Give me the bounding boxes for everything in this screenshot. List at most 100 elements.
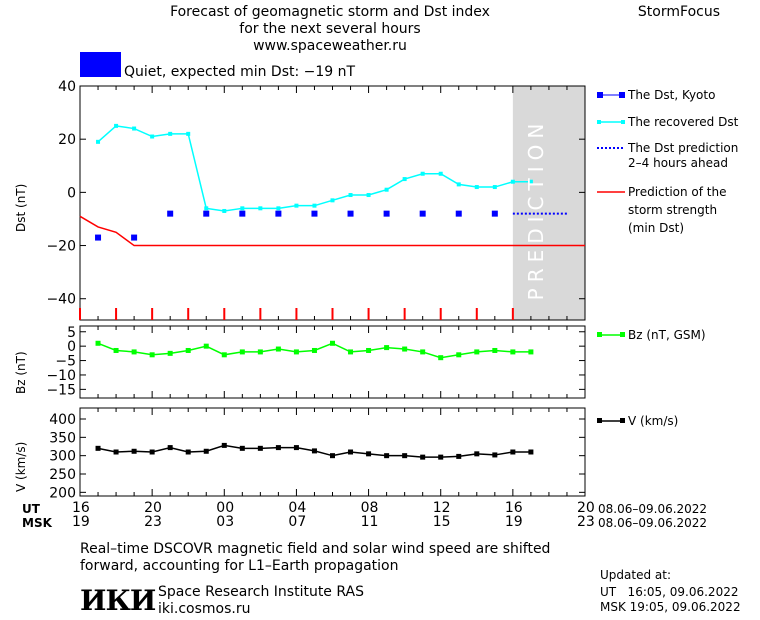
legend-kyoto-mark-b xyxy=(619,92,625,98)
y-tick-label-2-4: 400 xyxy=(49,412,76,428)
institute-site[interactable]: iki.cosmos.ru xyxy=(158,601,251,617)
recovered-dst-point xyxy=(276,206,281,211)
kyoto-dst-point xyxy=(203,210,210,217)
recovered-dst-point xyxy=(438,171,443,176)
legend-dst-kyoto: The Dst, Kyoto xyxy=(628,88,716,102)
v-point xyxy=(492,452,498,458)
prediction-zone-group xyxy=(512,86,585,320)
updated-msk: MSK 19:05, 09.06.2022 xyxy=(600,600,741,614)
ut-tick-label: 20 xyxy=(144,500,162,516)
recovered-dst-point xyxy=(402,177,407,182)
v-point xyxy=(330,453,335,459)
v-point xyxy=(528,449,534,455)
v-point xyxy=(113,449,119,455)
institute-name: Space Research Institute RAS xyxy=(158,584,364,600)
recovered-dst-point xyxy=(132,126,137,131)
legend-dst-prediction-1: The Dst prediction xyxy=(628,141,739,155)
ut-tick-label: 04 xyxy=(288,500,307,516)
status-swatch xyxy=(80,52,121,77)
v-point xyxy=(167,445,173,451)
legend-bz: Bz (nT, GSM) xyxy=(628,328,706,342)
bz-point xyxy=(492,347,498,353)
recovered-dst-point xyxy=(204,206,209,211)
y-tick-label-1-4: 5 xyxy=(67,325,76,341)
v-point xyxy=(221,442,227,448)
kyoto-dst-point xyxy=(95,234,102,241)
v-point xyxy=(348,449,354,455)
bz-point xyxy=(384,345,390,351)
legend-storm-2: storm strength xyxy=(628,203,718,217)
recovered-dst-point xyxy=(150,134,155,139)
v-point xyxy=(384,453,390,459)
msk-tick-label: 23 xyxy=(577,514,595,530)
msk-tick-label: 19 xyxy=(72,514,90,530)
kyoto-dst-point xyxy=(131,234,138,241)
panel-frame-1 xyxy=(79,325,586,399)
recovered-dst-point xyxy=(222,208,227,213)
v-point xyxy=(456,453,462,459)
y-tick-label-2-1: 250 xyxy=(49,467,76,483)
v-point xyxy=(402,453,408,459)
ut-axis-label: UT xyxy=(22,502,40,516)
bz-axis-label: Bz (nT) xyxy=(14,351,28,394)
chart-title-url[interactable]: www.spaceweather.ru xyxy=(253,38,407,54)
bz-point xyxy=(293,349,299,355)
bz-point xyxy=(510,349,516,355)
y-tick-label-0-4: 40 xyxy=(58,79,76,95)
dst-axis-label: Dst (nT) xyxy=(14,183,28,232)
recovered-dst-point xyxy=(186,131,191,136)
recovered-dst-point xyxy=(474,185,479,190)
v-point xyxy=(474,451,480,457)
y-tick-label-2-2: 300 xyxy=(49,449,76,465)
legend-kyoto-mark-a xyxy=(597,92,603,98)
kyoto-dst-point xyxy=(167,210,174,217)
brand-label: StormFocus xyxy=(637,4,720,20)
bz-point xyxy=(348,349,354,355)
kyoto-dst-point xyxy=(311,210,318,217)
msk-tick-label: 15 xyxy=(432,514,451,530)
y-tick-label-1-2: −5 xyxy=(55,354,76,370)
msk-tick-label: 03 xyxy=(216,514,235,530)
bz-point xyxy=(330,340,335,346)
msk-tick-label: 23 xyxy=(144,514,162,530)
y-tick-label-1-3: 0 xyxy=(67,339,76,355)
legend-storm-3: (min Dst) xyxy=(628,221,685,235)
recovered-dst-point xyxy=(384,187,389,192)
ut-tick-label: 16 xyxy=(504,500,523,516)
ut-tick-label: 20 xyxy=(577,500,595,516)
v-point xyxy=(239,445,245,451)
legend-dst-prediction-2: 2–4 hours ahead xyxy=(628,156,728,170)
v-point xyxy=(275,445,281,451)
legend-recovered-mark-b xyxy=(621,120,625,124)
recovered-dst-point xyxy=(312,203,317,208)
legend-v-mark-a xyxy=(597,418,602,423)
footer-note-2: forward, accounting for L1–Earth propaga… xyxy=(80,558,399,574)
recovered-dst-point xyxy=(330,198,335,203)
recovered-dst-point xyxy=(114,123,119,128)
y-tick-label-0-0: −40 xyxy=(46,292,76,308)
chart-title-line-2: for the next several hours xyxy=(239,21,421,37)
recovered-dst-point xyxy=(492,185,497,190)
bz-point xyxy=(113,347,119,353)
kyoto-dst-point xyxy=(383,210,390,217)
v-point xyxy=(131,448,137,454)
iki-logo: ИКИ xyxy=(80,584,156,617)
recovered-dst-point xyxy=(420,171,425,176)
status-text: Quiet, expected min Dst: −19 nT xyxy=(124,64,356,80)
kyoto-dst-point xyxy=(491,210,498,217)
panel-frame-0 xyxy=(79,85,586,321)
kyoto-dst-point xyxy=(455,210,462,217)
recovered-dst-point xyxy=(96,139,101,144)
bz-point xyxy=(474,349,480,355)
series-group xyxy=(79,92,625,460)
y-tick-label-1-1: −10 xyxy=(46,368,76,384)
footer-note-1: Real–time DSCOVR magnetic field and sola… xyxy=(80,541,551,557)
v-point xyxy=(203,448,209,454)
recovered-dst-point xyxy=(348,193,353,198)
recovered-dst-line xyxy=(97,125,531,212)
legend-bz-mark-a xyxy=(597,332,602,337)
v-point xyxy=(149,449,155,455)
bz-point xyxy=(456,352,462,358)
